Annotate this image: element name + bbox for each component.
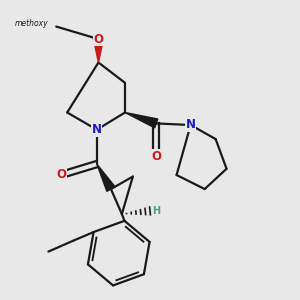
Text: methoxy: methoxy [15,19,48,28]
Text: H: H [152,206,160,216]
Polygon shape [93,39,103,62]
Text: O: O [151,150,161,163]
Text: O: O [93,33,103,46]
Polygon shape [97,164,115,191]
Text: N: N [186,118,196,131]
Text: N: N [92,123,102,136]
Text: O: O [56,169,66,182]
Polygon shape [125,112,158,128]
